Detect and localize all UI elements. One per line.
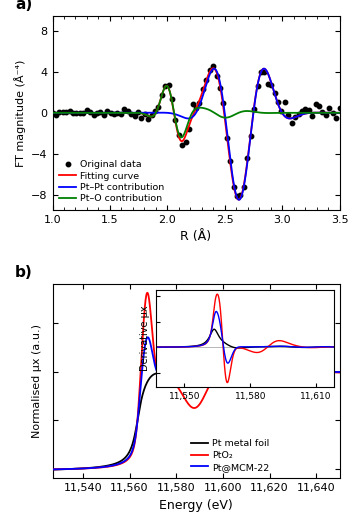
Original data — [337, 105, 342, 111]
Original data — [50, 109, 55, 115]
Legend: Pt metal foil, PtO₂, Pt@MCM-22: Pt metal foil, PtO₂, Pt@MCM-22 — [190, 437, 271, 474]
Pt metal foil — [225, 362, 229, 369]
Pt@MCM-22 — [146, 334, 150, 341]
Original data — [211, 62, 215, 69]
Pt–Pt contribution — [237, 197, 241, 203]
Pt metal foil — [268, 360, 272, 366]
Fitting curve — [280, 110, 284, 116]
Pt–Pt contribution — [262, 66, 266, 72]
Pt–O contribution — [179, 134, 183, 140]
Pt–Pt contribution — [177, 112, 181, 119]
Pt–O contribution — [50, 110, 55, 116]
Legend: Original data, Fitting curve, Pt–Pt contribution, Pt–O contribution: Original data, Fitting curve, Pt–Pt cont… — [57, 159, 166, 205]
Pt–Pt contribution — [167, 110, 171, 116]
Line: Pt–Pt contribution: Pt–Pt contribution — [52, 69, 340, 200]
PtO₂ — [268, 358, 273, 365]
Line: Fitting curve: Fitting curve — [52, 68, 340, 200]
Pt–O contribution — [164, 83, 169, 89]
Pt–Pt contribution — [275, 98, 279, 104]
Pt–O contribution — [80, 110, 84, 116]
Original data — [149, 112, 154, 119]
X-axis label: Energy (eV): Energy (eV) — [159, 499, 233, 512]
Text: b): b) — [15, 265, 33, 280]
Pt@MCM-22 — [337, 369, 342, 375]
Pt metal foil — [217, 363, 221, 370]
Y-axis label: Normalised μx (a.u.): Normalised μx (a.u.) — [32, 324, 42, 438]
Pt–O contribution — [275, 110, 279, 116]
Pt metal foil — [337, 369, 342, 375]
PtO₂ — [68, 466, 72, 472]
Pt–Pt contribution — [337, 110, 342, 116]
Pt–Pt contribution — [50, 110, 55, 116]
Pt@MCM-22 — [217, 361, 222, 368]
Original data — [139, 114, 144, 121]
X-axis label: R (Å): R (Å) — [181, 230, 211, 243]
Pt metal foil — [272, 359, 276, 366]
Pt metal foil — [68, 466, 72, 472]
Pt–Pt contribution — [248, 139, 252, 145]
Original data — [327, 106, 331, 112]
Original data — [136, 109, 140, 115]
Fitting curve — [50, 110, 55, 116]
Fitting curve — [275, 98, 279, 104]
Pt@MCM-22 — [268, 357, 273, 363]
PtO₂ — [50, 466, 55, 473]
PtO₂ — [145, 290, 149, 296]
Pt–O contribution — [177, 132, 181, 138]
Text: a): a) — [15, 0, 33, 12]
Original data — [194, 105, 198, 111]
PtO₂ — [337, 369, 342, 375]
Fitting curve — [211, 65, 215, 71]
Original data — [235, 193, 239, 200]
Fitting curve — [167, 85, 171, 91]
PtO₂ — [298, 362, 302, 369]
PtO₂ — [217, 366, 222, 372]
Pt@MCM-22 — [50, 466, 55, 473]
Pt@MCM-22 — [225, 360, 229, 367]
Line: Pt metal foil: Pt metal foil — [52, 362, 340, 470]
Pt–Pt contribution — [80, 110, 84, 116]
Fitting curve — [177, 134, 181, 140]
Pt–O contribution — [337, 110, 342, 116]
PtO₂ — [233, 360, 238, 366]
PtO₂ — [225, 361, 229, 367]
Line: Pt–O contribution: Pt–O contribution — [52, 86, 340, 137]
Pt–O contribution — [280, 110, 284, 116]
Pt metal foil — [50, 466, 55, 473]
Pt@MCM-22 — [233, 360, 238, 367]
Y-axis label: FT magnitude (Å⁻⁴): FT magnitude (Å⁻⁴) — [14, 59, 26, 166]
Line: Original data: Original data — [50, 63, 342, 199]
Pt–O contribution — [167, 86, 171, 92]
Pt–O contribution — [248, 108, 252, 114]
Pt metal foil — [233, 363, 237, 369]
Fitting curve — [248, 135, 252, 141]
Original data — [98, 109, 103, 115]
Line: Pt@MCM-22: Pt@MCM-22 — [52, 337, 340, 470]
Fitting curve — [80, 110, 84, 116]
Line: PtO₂: PtO₂ — [52, 293, 340, 470]
Fitting curve — [337, 110, 342, 116]
Pt@MCM-22 — [68, 466, 72, 472]
Pt metal foil — [298, 365, 302, 371]
Pt–Pt contribution — [280, 110, 284, 116]
Fitting curve — [237, 197, 241, 203]
Pt@MCM-22 — [298, 365, 302, 371]
